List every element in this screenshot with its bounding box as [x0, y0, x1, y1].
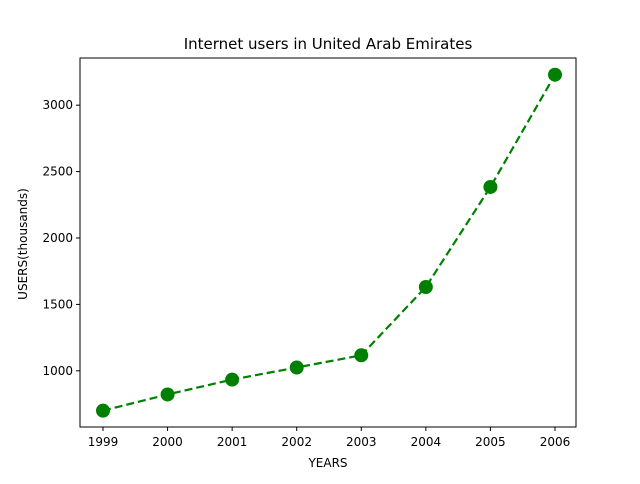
x-tick-label: 1999	[88, 435, 119, 449]
y-tick-label: 2500	[42, 165, 73, 179]
x-tick-label: 2000	[152, 435, 183, 449]
data-point-marker	[354, 348, 369, 363]
data-point-marker	[160, 387, 175, 402]
x-tick-label: 2006	[540, 435, 571, 449]
y-tick-label: 1500	[42, 297, 73, 311]
y-tick-label: 1000	[42, 364, 73, 378]
x-axis-ticks: 1999 2000 2001 2002 2003 2004 2005 2006	[88, 427, 571, 449]
data-point-marker	[96, 403, 110, 418]
y-axis-ticks: 1000 1500 2000 2500 3000	[42, 98, 80, 378]
series-line	[102, 74, 556, 412]
x-tick-label: 2004	[411, 435, 442, 449]
data-point-marker	[418, 279, 433, 294]
chart-title: Internet users in United Arab Emirates	[184, 35, 473, 53]
y-tick-label: 3000	[42, 98, 73, 112]
data-point-marker	[289, 360, 304, 375]
x-axis-label: YEARS	[307, 456, 347, 470]
x-tick-label: 2003	[346, 435, 377, 449]
x-tick-label: 2005	[475, 435, 506, 449]
y-axis-label: USERS(thousands)	[16, 188, 30, 300]
series-layer	[96, 67, 562, 418]
x-tick-label: 2001	[217, 435, 248, 449]
plot-frame	[79, 57, 577, 428]
plot-area	[79, 57, 577, 428]
y-tick-label: 2000	[42, 231, 73, 245]
data-point-marker	[483, 179, 498, 194]
data-point-marker	[547, 67, 562, 82]
data-point-marker	[225, 372, 240, 387]
x-tick-label: 2002	[281, 435, 312, 449]
